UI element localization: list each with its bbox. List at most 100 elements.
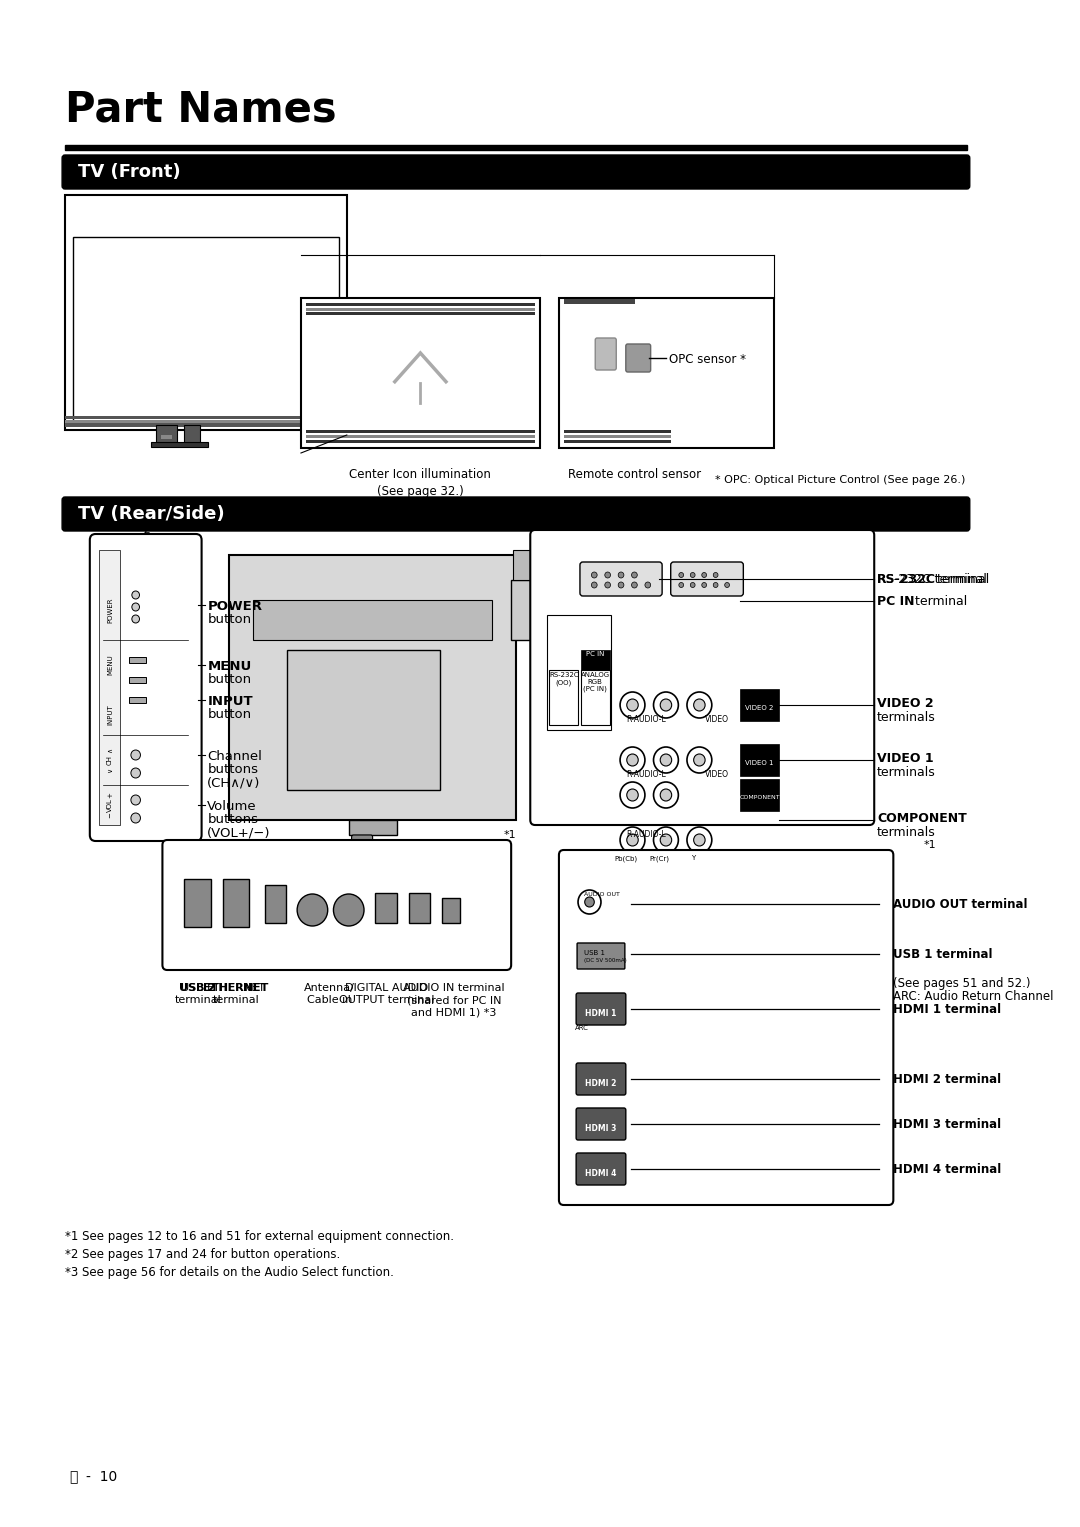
Text: VOL: VOL [107,799,113,812]
Text: HDMI 2 terminal: HDMI 2 terminal [893,1073,1001,1086]
Bar [286,651,440,789]
Circle shape [693,699,705,712]
Text: RS-232C terminal: RS-232C terminal [877,573,987,586]
Bar [564,435,671,438]
FancyBboxPatch shape [577,944,625,970]
Text: HDMI 2: HDMI 2 [585,1080,617,1089]
Bar [185,880,212,927]
Text: VIDEO: VIDEO [705,715,729,724]
Bar [306,312,535,315]
Circle shape [132,603,139,611]
Circle shape [693,834,705,846]
Circle shape [334,893,364,925]
Text: *1 See pages 12 to 16 and 51 for external equipment connection.: *1 See pages 12 to 16 and 51 for externa… [65,1231,454,1243]
Text: Channel: Channel [207,750,262,764]
Text: buttons: buttons [207,812,258,826]
Text: Center Icon illumination
(See page 32.): Center Icon illumination (See page 32.) [350,467,491,498]
Bar [741,744,779,776]
Circle shape [626,754,638,767]
Text: AUDIO IN terminal
(shared for PC IN
and HDMI 1) *3: AUDIO IN terminal (shared for PC IN and … [403,983,504,1019]
Text: USB 1: USB 1 [584,950,605,956]
Text: HDMI 1 terminal: HDMI 1 terminal [893,1003,1001,1015]
Circle shape [592,573,597,579]
Bar [65,423,347,428]
Bar [349,820,396,835]
Text: terminal: terminal [932,573,989,586]
Text: (CH∧/∨): (CH∧/∨) [207,776,260,789]
Bar [564,299,635,304]
Circle shape [653,692,678,718]
Circle shape [653,747,678,773]
Bar [741,689,779,721]
Text: (DC 5V 500mA): (DC 5V 500mA) [584,957,626,964]
Circle shape [679,573,684,577]
Text: POWER: POWER [207,600,262,612]
Circle shape [679,582,684,588]
Text: terminals: terminals [877,826,936,838]
Circle shape [690,573,696,577]
Text: Volume: Volume [207,800,257,812]
Bar [65,195,347,431]
Text: HDMI 3: HDMI 3 [585,1124,617,1133]
Text: ARC: Audio Return Channel: ARC: Audio Return Channel [893,989,1054,1003]
FancyBboxPatch shape [352,835,373,857]
Text: (VOL+/−): (VOL+/−) [207,826,271,838]
Text: button: button [207,612,252,626]
Bar [72,237,339,421]
Text: Pb(Cb): Pb(Cb) [615,855,637,861]
Circle shape [702,582,706,588]
Text: Remote control sensor: Remote control sensor [568,467,702,481]
Bar [443,898,460,922]
Circle shape [687,692,712,718]
Circle shape [578,890,600,915]
Text: HDMI 1: HDMI 1 [585,1009,617,1019]
Text: *1: *1 [923,840,936,851]
Circle shape [605,573,610,579]
FancyBboxPatch shape [580,562,662,596]
FancyBboxPatch shape [559,851,893,1205]
Bar [513,550,537,580]
Circle shape [632,573,637,579]
Text: HDMI 4 terminal: HDMI 4 terminal [893,1164,1001,1176]
Circle shape [725,582,729,588]
Bar [65,420,347,423]
FancyBboxPatch shape [530,530,874,825]
FancyBboxPatch shape [671,562,743,596]
Text: ∧: ∧ [107,747,113,753]
Text: VIDEO 2: VIDEO 2 [877,696,934,710]
Text: HDMI 4: HDMI 4 [585,1170,617,1177]
Text: terminals: terminals [877,767,936,779]
Text: COMPONENT: COMPONENT [877,812,967,825]
Text: USB 2: USB 2 [179,983,216,993]
Text: *3 See page 56 for details on the Audio Select function.: *3 See page 56 for details on the Audio … [65,1266,394,1280]
Bar [335,841,410,851]
Text: ETHERNET
terminal: ETHERNET terminal [206,983,266,1005]
Circle shape [618,573,624,579]
Circle shape [620,782,645,808]
Text: VIDEO: VIDEO [705,770,729,779]
FancyBboxPatch shape [576,1153,625,1185]
FancyBboxPatch shape [576,1109,625,1141]
Text: USB 2
terminal: USB 2 terminal [174,983,221,1005]
Circle shape [690,582,696,588]
Bar [306,308,535,312]
Circle shape [131,768,140,777]
Bar [546,615,611,730]
Text: VIDEO 1: VIDEO 1 [877,751,934,765]
Bar [306,435,535,438]
Circle shape [660,789,672,802]
Text: −: − [107,812,113,818]
FancyBboxPatch shape [162,840,511,970]
Text: +: + [107,793,113,799]
Circle shape [660,699,672,712]
Bar [265,886,286,922]
Text: HDMI 3 terminal: HDMI 3 terminal [893,1118,1001,1132]
Text: INPUT: INPUT [207,695,253,709]
Text: RS-232C: RS-232C [877,573,936,586]
Bar [129,696,146,702]
Text: Part Names: Part Names [65,89,337,130]
Bar [306,302,535,305]
Bar [129,676,146,683]
Circle shape [653,782,678,808]
Circle shape [592,582,597,588]
